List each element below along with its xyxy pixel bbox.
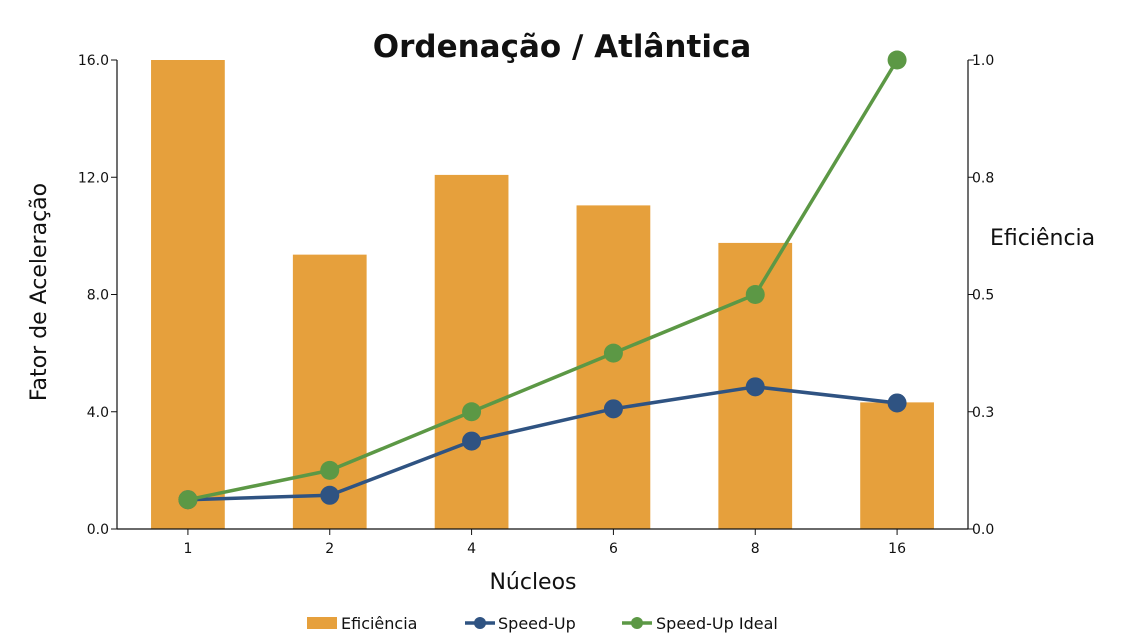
legend-marker-speed-up bbox=[474, 617, 486, 629]
x-tick-label: 4 bbox=[467, 541, 476, 557]
y-axis-label-right: Eficiência bbox=[990, 226, 1095, 251]
bar-16 bbox=[860, 402, 934, 529]
legend-swatch-efici-ncia bbox=[307, 617, 337, 629]
legend-marker-speed-up-ideal bbox=[631, 617, 643, 629]
bar-4 bbox=[434, 174, 509, 529]
bars-layer bbox=[151, 60, 934, 529]
x-tick-label: 2 bbox=[325, 541, 334, 557]
bar-6 bbox=[576, 205, 651, 529]
y-left-tick-label: 4.0 bbox=[87, 405, 109, 421]
x-tick-label: 8 bbox=[751, 541, 760, 557]
legend: Eficiência Speed-Up Speed-Up Ideal bbox=[307, 614, 778, 633]
point-speed-up-6 bbox=[603, 399, 623, 419]
y-right-tick-label: 0.5 bbox=[972, 288, 994, 304]
point-speed-up-8 bbox=[745, 377, 765, 397]
point-speed-up-ideal-6 bbox=[603, 343, 623, 363]
point-speed-up-4 bbox=[462, 431, 482, 451]
bar-1 bbox=[151, 60, 225, 529]
series-line-speed-up bbox=[186, 385, 899, 502]
y-left-tick-label: 0.0 bbox=[87, 522, 109, 538]
y-left-tick-label: 16.0 bbox=[78, 53, 109, 69]
point-speed-up-ideal-8 bbox=[745, 285, 765, 304]
y-left-tick-label: 8.0 bbox=[87, 288, 109, 304]
point-speed-up-ideal-2 bbox=[320, 460, 340, 480]
point-speed-up-ideal-1 bbox=[178, 490, 198, 510]
point-speed-up-2 bbox=[320, 485, 340, 505]
y-axis-label-left: Fator de Aceleração bbox=[27, 183, 52, 401]
x-tick-label: 1 bbox=[183, 541, 192, 557]
ticks-layer: 0.0 4.0 8.0 12.0 16.0 0.0 0.3 0.5 0.8 1.0 1 2 4 6 8 16 bbox=[78, 53, 994, 557]
x-tick-label: 6 bbox=[609, 541, 618, 557]
legend-label-efici-ncia: Eficiência bbox=[341, 614, 417, 633]
bar-2 bbox=[292, 254, 367, 529]
lines-layer bbox=[178, 50, 907, 510]
chart-title: Ordenação / Atlântica bbox=[373, 29, 752, 65]
y-right-tick-label: 0.8 bbox=[972, 170, 994, 186]
legend-label-speed-up: Speed-Up bbox=[498, 614, 576, 633]
point-speed-up-16 bbox=[887, 393, 907, 413]
y-right-tick-label: 0.3 bbox=[972, 405, 994, 421]
x-tick-label: 16 bbox=[888, 541, 906, 557]
y-left-tick-label: 12.0 bbox=[78, 170, 109, 186]
x-axis-label: Núcleos bbox=[489, 570, 576, 595]
series-line-speed-up-ideal bbox=[186, 58, 899, 502]
y-right-tick-label: 1.0 bbox=[972, 53, 994, 69]
y-right-tick-label: 0.0 bbox=[972, 522, 994, 538]
point-speed-up-ideal-4 bbox=[462, 402, 482, 422]
legend-label-speed-up-ideal: Speed-Up Ideal bbox=[656, 614, 778, 633]
point-speed-up-ideal-16 bbox=[887, 50, 907, 70]
